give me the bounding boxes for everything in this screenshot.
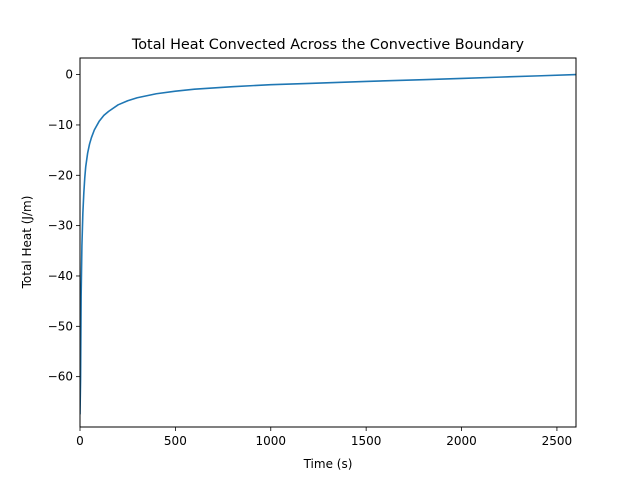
axes-frame	[79, 57, 577, 428]
chart-title: Total Heat Convected Across the Convecti…	[131, 37, 525, 53]
y-tick-label: 0	[65, 68, 73, 82]
x-tick-label: 0	[76, 434, 84, 448]
x-tick-label: 1000	[255, 434, 286, 448]
x-tick-label: 2000	[446, 434, 477, 448]
y-tick-label: −60	[48, 370, 73, 384]
x-axis-label: Time (s)	[303, 457, 353, 471]
x-tick-label: 1500	[351, 434, 382, 448]
series-line-0	[80, 73, 576, 415]
y-tick-label: −10	[48, 118, 73, 132]
x-tick-label: 2500	[542, 434, 573, 448]
y-axis-label: Total Heat (J/m)	[20, 196, 34, 290]
plot-area	[79, 57, 577, 428]
y-tick-label: −40	[48, 269, 73, 283]
y-tick-label: −30	[48, 219, 73, 233]
series-layer	[80, 73, 576, 415]
y-axis-ticks: −60 −50 −40 −30 −20 −10 0	[48, 68, 80, 384]
x-tick-label: 500	[164, 434, 187, 448]
x-axis-ticks: 0 500 1000 1500 2000 2500	[76, 427, 572, 448]
y-tick-label: −20	[48, 168, 73, 182]
y-tick-label: −50	[48, 319, 73, 333]
